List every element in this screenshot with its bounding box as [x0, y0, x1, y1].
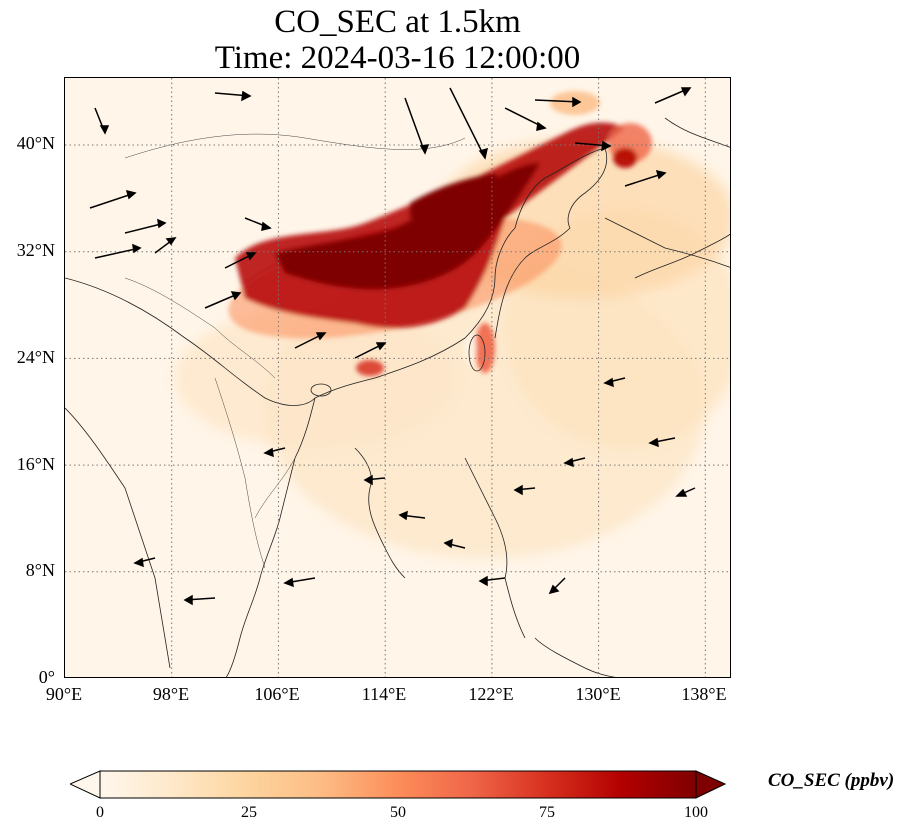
lon-tick-90: 90°E	[45, 684, 83, 704]
map-canvas	[65, 78, 730, 677]
haze-layer	[175, 138, 730, 558]
colorbar-tick-0: 0	[96, 804, 104, 821]
co-plume	[228, 91, 652, 376]
map-panel[interactable]	[64, 77, 731, 678]
lat-tick-40: 40°N	[16, 133, 55, 153]
colorbar-max-extend	[695, 770, 726, 799]
lat-tick-24: 24°N	[16, 347, 55, 367]
colorbar-tick-25: 25	[241, 804, 257, 821]
colorbar-tick-50: 50	[390, 804, 406, 821]
lon-tick-122: 122°E	[468, 684, 514, 704]
lon-tick-130: 130°E	[575, 684, 621, 704]
colorbar	[70, 770, 726, 800]
borders	[124, 133, 466, 569]
lon-tick-138: 138°E	[681, 684, 727, 704]
lat-tick-16: 16°N	[16, 454, 55, 474]
colorbar-label: CO_SEC (ppbv)	[768, 770, 895, 791]
map-subtitle-time: Time: 2024-03-16 12:00:00	[214, 40, 581, 76]
wind-vectors	[89, 87, 696, 606]
lat-tick-0: 0°	[38, 667, 55, 687]
colorbar-min-extend	[70, 770, 101, 799]
lat-tick-32: 32°N	[16, 240, 55, 260]
coastlines	[65, 117, 730, 677]
colorbar-tick-75: 75	[539, 804, 555, 821]
lon-tick-106: 106°E	[254, 684, 300, 704]
lon-tick-98: 98°E	[152, 684, 190, 704]
colorbar-tick-100: 100	[684, 804, 708, 821]
map-title: CO_SEC at 1.5km	[274, 4, 521, 40]
lon-tick-114: 114°E	[361, 684, 407, 704]
colorbar-gradient	[99, 770, 697, 799]
lat-tick-8: 8°N	[25, 560, 55, 580]
